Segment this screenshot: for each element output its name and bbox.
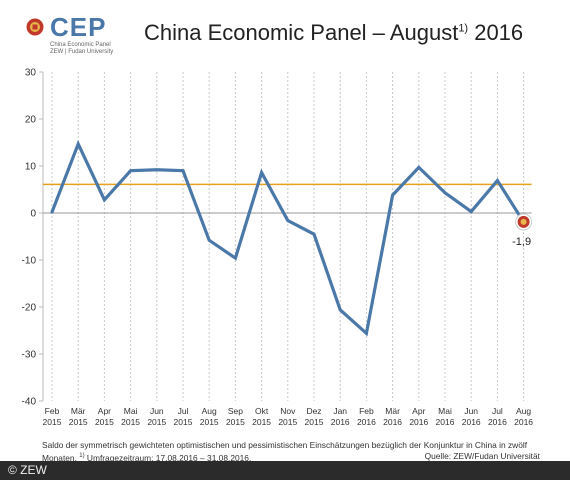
logo-affiliation: ZEW | Fudan University [50,49,114,55]
x-tick-label-year: 2016 [331,417,350,427]
x-tick-label-year: 2015 [95,417,114,427]
x-tick-label-year: 2015 [252,417,271,427]
y-tick-label: -40 [22,397,37,408]
x-tick-label-month: Aug [202,406,217,416]
note-line2b: Umfragezeitraum: 17.08.2016 – 31.08.2016… [86,452,252,463]
logo-text: CEP [50,12,107,42]
x-tick-label-month: Mai [438,406,452,416]
cep-logo: CEP China Economic Panel ZEW | Fudan Uni… [26,12,126,55]
x-tick-label-month: Sep [228,406,243,416]
x-tick-label-month: Mär [71,406,86,416]
source-label: Quelle: ZEW/Fudan Universität [424,451,540,461]
y-tick-label: -30 [22,350,37,361]
x-tick-label-month: Jul [178,406,189,416]
x-tick-label-month: Apr [412,406,425,416]
x-tick-label-year: 2016 [488,417,507,427]
cep-logo-icon [26,18,44,36]
y-tick-label: -20 [22,303,37,314]
last-point-marker-inner [520,218,527,225]
chart-title: China Economic Panel – August1) 2016 [144,20,523,46]
x-tick-label-year: 2015 [69,417,88,427]
note-line1: Saldo der symmetrisch gewichteten optimi… [42,440,528,450]
x-tick-label-year: 2015 [200,417,219,427]
note-line2a: Monaten. [42,452,77,463]
x-tick-label-month: Mai [124,406,138,416]
x-tick-label-year: 2016 [462,417,481,427]
chart-note: Saldo der symmetrisch gewichteten optimi… [42,440,552,464]
note-footnote-mark: 1) [79,453,85,459]
copyright: © ZEW [8,463,47,477]
x-tick-label-year: 2015 [43,417,62,427]
x-tick-label-month: Aug [516,406,531,416]
x-tick-label-month: Apr [98,406,111,416]
x-tick-label-month: Jan [333,406,347,416]
series-line [50,139,526,337]
y-tick-label: -10 [22,256,37,267]
logo-subtitle: China Economic Panel [50,42,111,48]
x-tick-label-year: 2016 [514,417,533,427]
y-tick-label: 0 [30,209,36,220]
title-main: China Economic Panel – August [144,20,459,45]
x-tick-label-month: Jun [150,406,164,416]
x-tick-label-year: 2015 [278,417,297,427]
y-tick-label: 10 [25,162,37,173]
x-tick-label-year: 2016 [436,417,455,427]
x-tick-label-year: 2016 [357,417,376,427]
title-footnote-mark: 1) [458,22,469,35]
x-tick-label-year: 2015 [121,417,140,427]
x-tick-label-year: 2015 [147,417,166,427]
x-tick-label-month: Dez [306,406,321,416]
x-tick-label-month: Mär [385,406,400,416]
x-tick-label-month: Feb [45,406,60,416]
x-tick-label-year: 2016 [383,417,402,427]
line-chart: 3020100-10-20-30-40Feb2015Mär2015Apr2015… [22,68,534,428]
x-tick-label-month: Okt [255,406,269,416]
y-tick-label: 20 [25,115,37,126]
x-tick-label-year: 2015 [174,417,193,427]
x-tick-label-month: Jul [492,406,503,416]
title-year: 2016 [468,20,524,45]
x-tick-label-month: Jun [464,406,478,416]
x-tick-label-month: Nov [280,406,296,416]
x-tick-label-month: Feb [359,406,374,416]
y-tick-label: 30 [25,68,37,79]
x-tick-label-year: 2015 [305,417,324,427]
x-tick-label-year: 2016 [409,417,428,427]
last-point-label: -1,9 [512,236,531,248]
x-tick-label-year: 2015 [226,417,245,427]
footer-bar: © ZEW [0,461,570,480]
